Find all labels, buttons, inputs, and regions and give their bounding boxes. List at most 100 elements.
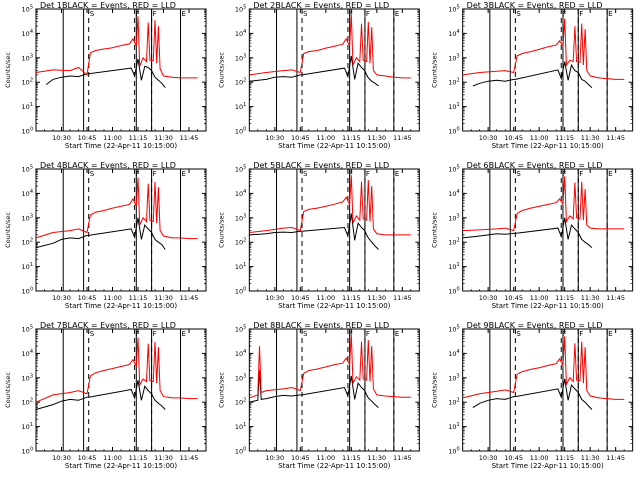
y-tick-label: 103 — [448, 373, 459, 382]
flag-label: F — [349, 170, 353, 178]
x-tick-label: 11:00 — [103, 454, 122, 462]
y-tick-label: 105 — [22, 165, 33, 174]
y-tick-label: 101 — [448, 422, 459, 431]
events-series-line — [35, 217, 166, 250]
y-tick-label: 100 — [235, 447, 246, 456]
x-tick-label: 10:45 — [78, 454, 97, 462]
panel-det-9: 100 101 102 103 104 105 10:30 10:45 11:00 11:15 11… — [431, 321, 634, 470]
x-tick-label: 11:30 — [581, 134, 600, 142]
y-tick-label: 103 — [235, 213, 246, 222]
y-tick-label: 102 — [22, 78, 33, 87]
x-tick-label: 10:45 — [78, 294, 97, 302]
y-tick-label: 100 — [448, 287, 459, 296]
x-tick-label: 10:45 — [504, 454, 523, 462]
x-tick-label: 11:15 — [555, 134, 574, 142]
y-tick-label: 100 — [22, 447, 33, 456]
y-tick-label: 100 — [22, 127, 33, 136]
y-tick-label: 103 — [22, 373, 33, 382]
flag-label: E — [395, 330, 399, 338]
x-tick-label: 11:30 — [154, 454, 173, 462]
flag-label: F — [366, 170, 370, 178]
flag-label: F — [366, 330, 370, 338]
events-series-line — [472, 378, 593, 410]
x-tick-label: 11:00 — [530, 134, 549, 142]
panel-title: Det 9 — [467, 321, 489, 330]
x-tick-label: 11:15 — [342, 134, 361, 142]
x-tick-label: 10:30 — [52, 134, 71, 142]
x-tick-label: 11:30 — [367, 454, 386, 462]
flag-label: S — [516, 10, 521, 18]
x-tick-label: 11:15 — [342, 454, 361, 462]
panel-det-5: 100 101 102 103 104 105 10:30 10:45 11:00 11:15 11… — [217, 161, 420, 310]
panel-title: Det 7 — [40, 321, 62, 330]
panel-legend: BLACK = Events, RED = LLD — [62, 1, 176, 10]
x-tick-label: 11:15 — [129, 454, 148, 462]
panel-det-4: 100 101 102 103 104 105 10:30 10:45 11:00 11:15 11… — [4, 161, 207, 310]
panel-legend: BLACK = Events, RED = LLD — [489, 161, 603, 170]
flag-label: F — [153, 10, 157, 18]
y-tick-label: 101 — [22, 102, 33, 111]
y-tick-label: 102 — [448, 238, 459, 247]
events-series-line — [249, 370, 379, 408]
panel-det-2: 100 101 102 103 104 105 10:30 10:45 11:00 11:15 11… — [217, 1, 420, 150]
y-tick-label: 100 — [235, 127, 246, 136]
x-tick-label: 10:30 — [479, 134, 498, 142]
y-axis-label: Counts/sec — [431, 52, 439, 88]
y-tick-label: 102 — [448, 78, 459, 87]
x-tick-label: 10:45 — [504, 294, 523, 302]
x-tick-label: 10:30 — [265, 134, 284, 142]
panel-legend: BLACK = Events, RED = LLD — [275, 1, 389, 10]
y-tick-label: 104 — [235, 189, 246, 198]
x-tick-label: 11:00 — [316, 134, 335, 142]
x-axis-label: Start Time (22-Apr-11 10:15:00) — [65, 302, 177, 310]
panel-det-6: 100 101 102 103 104 105 10:30 10:45 11:00 11:15 11… — [431, 161, 634, 310]
flag-label: E — [395, 170, 399, 178]
flag-label: F — [153, 330, 157, 338]
x-tick-label: 11:45 — [393, 294, 412, 302]
panel-title: Det 4 — [40, 161, 62, 170]
x-axis-label: Start Time (22-Apr-11 10:15:00) — [492, 302, 604, 310]
y-tick-label: 104 — [22, 349, 33, 358]
y-axis-label: Counts/sec — [217, 372, 225, 408]
x-tick-label: 11:15 — [129, 134, 148, 142]
x-tick-label: 10:30 — [52, 294, 71, 302]
x-tick-label: 11:30 — [154, 134, 173, 142]
y-tick-label: 104 — [448, 29, 459, 38]
panel-det-7: 100 101 102 103 104 105 10:30 10:45 11:00 11:15 11… — [4, 321, 207, 470]
flag-label: S — [90, 10, 95, 18]
y-tick-label: 102 — [22, 238, 33, 247]
flag-label: F — [349, 330, 353, 338]
x-axis-label: Start Time (22-Apr-11 10:15:00) — [492, 462, 604, 470]
x-tick-label: 10:30 — [479, 454, 498, 462]
x-tick-label: 11:15 — [555, 454, 574, 462]
x-tick-label: 11:00 — [316, 294, 335, 302]
flag-label: F — [579, 170, 583, 178]
y-tick-label: 105 — [22, 325, 33, 334]
x-tick-label: 11:45 — [606, 294, 625, 302]
flag-label: S — [90, 330, 95, 338]
lld-series-line — [35, 337, 198, 403]
y-tick-label: 105 — [235, 165, 246, 174]
events-series-line — [35, 380, 166, 410]
y-tick-label: 104 — [448, 189, 459, 198]
y-axis-label: Counts/sec — [217, 212, 225, 248]
x-tick-label: 11:15 — [555, 294, 574, 302]
y-tick-label: 101 — [22, 422, 33, 431]
y-axis-label: Counts/sec — [4, 212, 12, 248]
y-tick-label: 104 — [22, 189, 33, 198]
flag-label: F — [562, 170, 566, 178]
x-tick-label: 10:30 — [52, 454, 71, 462]
events-series-line — [472, 61, 593, 88]
panel-legend: BLACK = Events, RED = LLD — [62, 161, 176, 170]
flag-label: S — [90, 170, 95, 178]
y-tick-label: 101 — [235, 262, 246, 271]
x-tick-label: 11:45 — [180, 294, 199, 302]
y-tick-label: 101 — [235, 102, 246, 111]
y-tick-label: 102 — [235, 78, 246, 87]
y-tick-label: 102 — [235, 398, 246, 407]
lld-series-line — [249, 175, 411, 236]
x-tick-label: 11:15 — [342, 294, 361, 302]
lld-series-line — [249, 334, 411, 399]
flag-label: S — [516, 170, 521, 178]
x-tick-label: 11:45 — [393, 134, 412, 142]
